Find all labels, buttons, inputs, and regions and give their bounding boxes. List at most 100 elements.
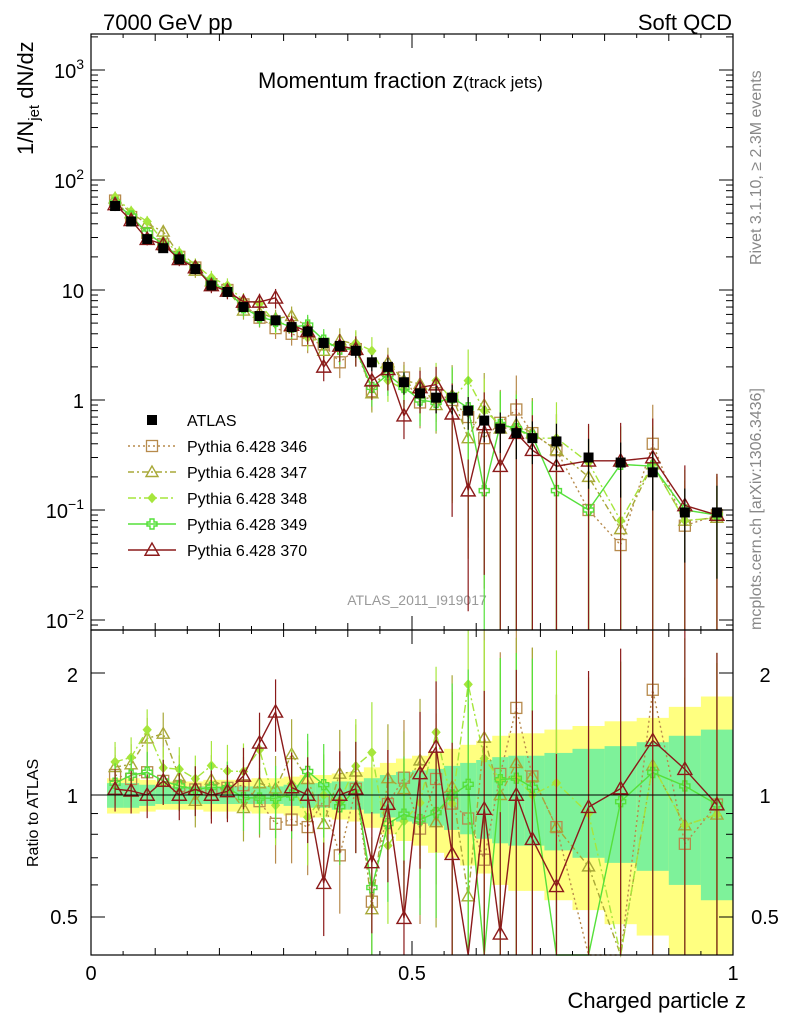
reference-point	[647, 467, 658, 478]
series-4-ratio-point	[171, 786, 188, 801]
legend-entry-1: Pythia 6.428 347	[128, 464, 307, 482]
series-4-ratio-point	[508, 786, 525, 801]
reference-point	[206, 280, 217, 291]
reference-point	[511, 428, 522, 439]
legend: ATLAS Pythia 6.428 346 Pythia 6.428 347 Pyt…	[128, 413, 307, 560]
series-3-point	[582, 504, 595, 516]
series-3-ratio-point	[494, 773, 506, 786]
series-3-ratio-point	[301, 765, 314, 778]
legend-label-1: Pythia 6.428 347	[187, 465, 307, 482]
ratio-plot-series	[106, 630, 726, 958]
main-plot-frame	[90, 33, 734, 631]
reference-point	[711, 507, 722, 518]
legend-marker-ref	[147, 415, 157, 425]
series-4-ratio-point	[524, 830, 541, 846]
series-3-ratio-point	[398, 808, 410, 820]
reference-point	[110, 201, 121, 212]
series-1-ratio-point	[156, 726, 171, 739]
series-4-point	[363, 372, 381, 387]
xlabel: Charged particle z	[567, 988, 746, 1013]
reference-point	[679, 507, 690, 518]
y-tick-label-100: 102	[54, 166, 84, 193]
series-4-point	[443, 405, 461, 420]
reference-point	[158, 243, 169, 254]
reference-point	[366, 357, 377, 368]
series-3-ratio-point	[221, 782, 234, 794]
series-3-ratio-point	[614, 795, 627, 808]
legend-marker-2	[147, 492, 157, 504]
main-ylabel: 1/Njet dN/dz	[13, 41, 43, 155]
series-4-ratio-point	[427, 738, 445, 753]
x-tick-label-0: 0	[85, 963, 96, 985]
series-4-ratio-point	[331, 786, 348, 801]
series-4-ratio-point	[219, 782, 236, 798]
process-label: Soft QCD	[638, 10, 732, 35]
ratio-plot-frame	[90, 629, 734, 956]
legend-entry-3: Pythia 6.428 349	[128, 517, 307, 534]
reference-point	[190, 264, 201, 275]
reference-point	[142, 234, 153, 245]
series-4-ratio-point	[395, 909, 413, 925]
legend-entry-ref: ATLAS	[147, 413, 237, 430]
side-ref-label: mcplots.cern.ch [arXiv:1306.3436]	[748, 388, 765, 630]
series-4-point	[395, 407, 413, 422]
reference-point	[415, 388, 426, 399]
reference-point	[527, 433, 538, 444]
reference-point	[583, 452, 594, 463]
reference-point	[615, 457, 626, 468]
reference-point	[254, 311, 265, 322]
series-3-point	[478, 484, 490, 497]
reference-point	[174, 254, 185, 265]
side-rivet-label: Rivet 3.1.10, ≥ 2.3M events	[748, 70, 765, 265]
ratio-tick-label-2-left: 2	[67, 665, 78, 687]
legend-marker-4	[143, 541, 161, 556]
legend-label-2: Pythia 6.428 348	[187, 491, 307, 508]
y-tick-label-0.1: 10−1	[46, 496, 84, 523]
legend-label-0: Pythia 6.428 346	[187, 439, 307, 456]
ratio-tick-label-1-left: 1	[67, 786, 78, 808]
ratio-tick-label-1-right: 1	[759, 786, 770, 808]
series-3-ratio-point	[109, 777, 121, 789]
series-3-ratio-point	[510, 772, 523, 784]
series-3-ratio-point	[647, 766, 659, 779]
series-4-ratio-point	[379, 795, 397, 810]
series-4-point	[548, 457, 565, 473]
ratio-tick-label-0.5-left: 0.5	[50, 907, 78, 929]
x-tick-label-1: 1	[727, 963, 738, 985]
main-ylabel-prefix: 1/N	[13, 121, 38, 155]
legend-marker-0	[145, 439, 159, 453]
series-3-ratio-point	[366, 881, 378, 894]
legend-label-3: Pythia 6.428 349	[187, 517, 307, 534]
series-4-ratio-point	[251, 734, 268, 749]
series-4-ratio-point	[315, 874, 332, 890]
series-4-ratio-point	[363, 853, 381, 869]
analysis-id: ATLAS_2011_I919017	[347, 592, 487, 608]
reference-point	[431, 392, 442, 403]
series-3-ratio-point	[318, 778, 330, 791]
series-4-ratio-point	[443, 845, 461, 861]
plot-title-main: Momentum fraction z	[258, 68, 463, 93]
legend-entry-0: Pythia 6.428 346	[128, 439, 307, 456]
reference-point	[318, 337, 329, 348]
series-4-ratio-point	[476, 800, 493, 816]
series-3-ratio-point	[237, 791, 250, 804]
series-4-ratio-point	[122, 782, 140, 797]
y-tick-label-10: 10	[62, 281, 84, 303]
series-4-ratio-point	[548, 877, 565, 893]
y-tick-label-1000: 103	[54, 56, 84, 83]
series-3-ratio-point	[141, 766, 153, 778]
series-3-ratio-point	[125, 769, 137, 781]
series-3-ratio-point	[679, 780, 691, 792]
x-tick-labels: 0 0.5 1	[85, 963, 738, 985]
series-4-ratio-point	[267, 703, 284, 718]
legend-marker-3	[146, 518, 158, 530]
reference-point	[222, 286, 233, 297]
legend-marker-1	[144, 464, 160, 478]
legend-label-4: Pythia 6.428 370	[187, 543, 307, 560]
series-4-point	[267, 289, 284, 304]
series-4-line	[114, 203, 718, 516]
reference-point	[334, 340, 345, 351]
series-3-ratio-point	[462, 778, 474, 791]
series-4-ratio-point	[106, 780, 124, 795]
